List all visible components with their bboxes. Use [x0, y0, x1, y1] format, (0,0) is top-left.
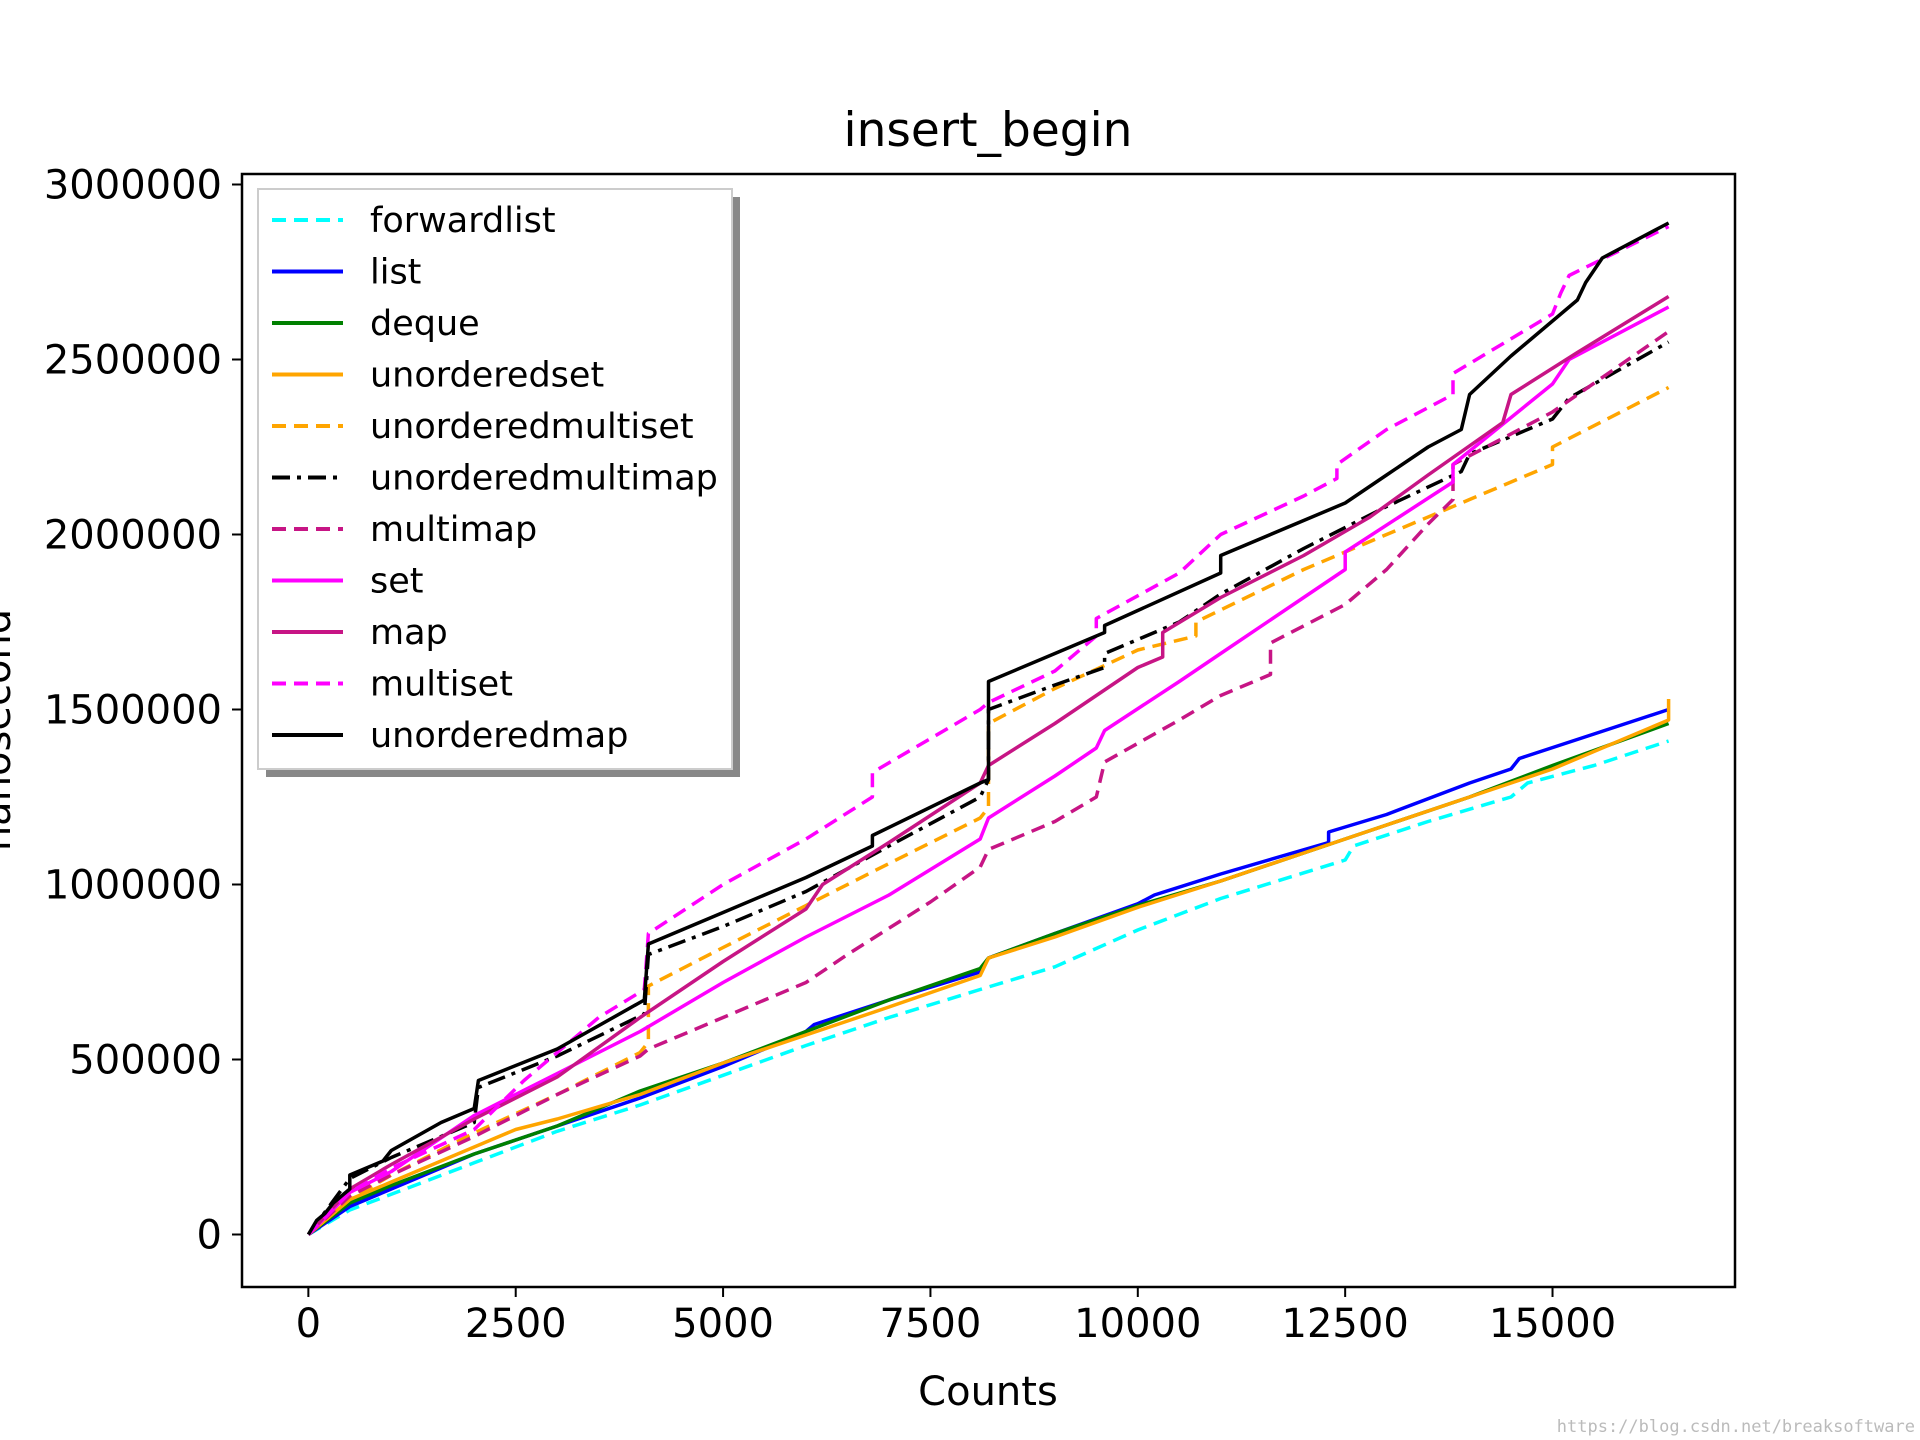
y-axis-label: nanosecond: [0, 609, 20, 851]
series-line-unorderedmap: [306, 221, 1670, 1236]
axes: 0 2500 5000 7500 10000 12500 15000 0 500000 10000…: [44, 163, 1616, 1348]
legend-label-multiset: multiset: [370, 665, 513, 705]
legend-label-unorderedset: unorderedset: [370, 356, 604, 396]
x-tick-label: 15000: [1489, 1301, 1616, 1347]
legend-label-unorderedmultiset: unorderedmultiset: [370, 407, 694, 447]
legend-label-list: list: [370, 253, 421, 293]
watermark: https://blog.csdn.net/breaksoftware: [1557, 1417, 1915, 1437]
series-line-unorderedset: [307, 699, 1671, 1236]
plot-area-frame: [240, 172, 1737, 1289]
y-tick-label: 3000000: [44, 163, 222, 209]
legend-label-deque: deque: [370, 304, 480, 344]
series-line-map: [307, 295, 1670, 1236]
y-tick-label: 2000000: [44, 513, 222, 559]
x-axis-label: Counts: [918, 1369, 1058, 1415]
series-line-multimap: [307, 330, 1670, 1236]
x-tick-label: 10000: [1074, 1301, 1201, 1347]
series-line-forwardlist: [307, 739, 1670, 1237]
y-tick-label: 2500000: [44, 338, 222, 384]
x-tick-label: 7500: [880, 1301, 982, 1347]
legend-entries: forwardlist list deque unorderedset unordere…: [272, 201, 718, 756]
legend-label-unorderedmap: unorderedmap: [370, 716, 628, 756]
series-lines: [306, 221, 1671, 1237]
legend-label-map: map: [370, 613, 448, 653]
legend: forwardlist list deque unorderedset unordere…: [257, 188, 740, 777]
legend-label-multimap: multimap: [370, 510, 537, 550]
y-tick-label: 0: [197, 1213, 222, 1259]
y-tick-label: 1500000: [44, 688, 222, 734]
chart-title: insert_begin: [844, 103, 1133, 158]
x-tick-label: 0: [296, 1301, 321, 1347]
legend-label-forwardlist: forwardlist: [370, 201, 556, 241]
series-line-set: [307, 305, 1670, 1236]
x-tick-label: 5000: [672, 1301, 774, 1347]
x-tick-label: 2500: [465, 1301, 567, 1347]
y-tick-label: 1000000: [44, 863, 222, 909]
legend-label-set: set: [370, 562, 424, 602]
series-line-multiset: [307, 224, 1670, 1236]
legend-label-unorderedmultimap: unorderedmultimap: [370, 459, 718, 499]
y-tick-label: 500000: [69, 1038, 222, 1084]
x-tick-label: 12500: [1282, 1301, 1409, 1347]
